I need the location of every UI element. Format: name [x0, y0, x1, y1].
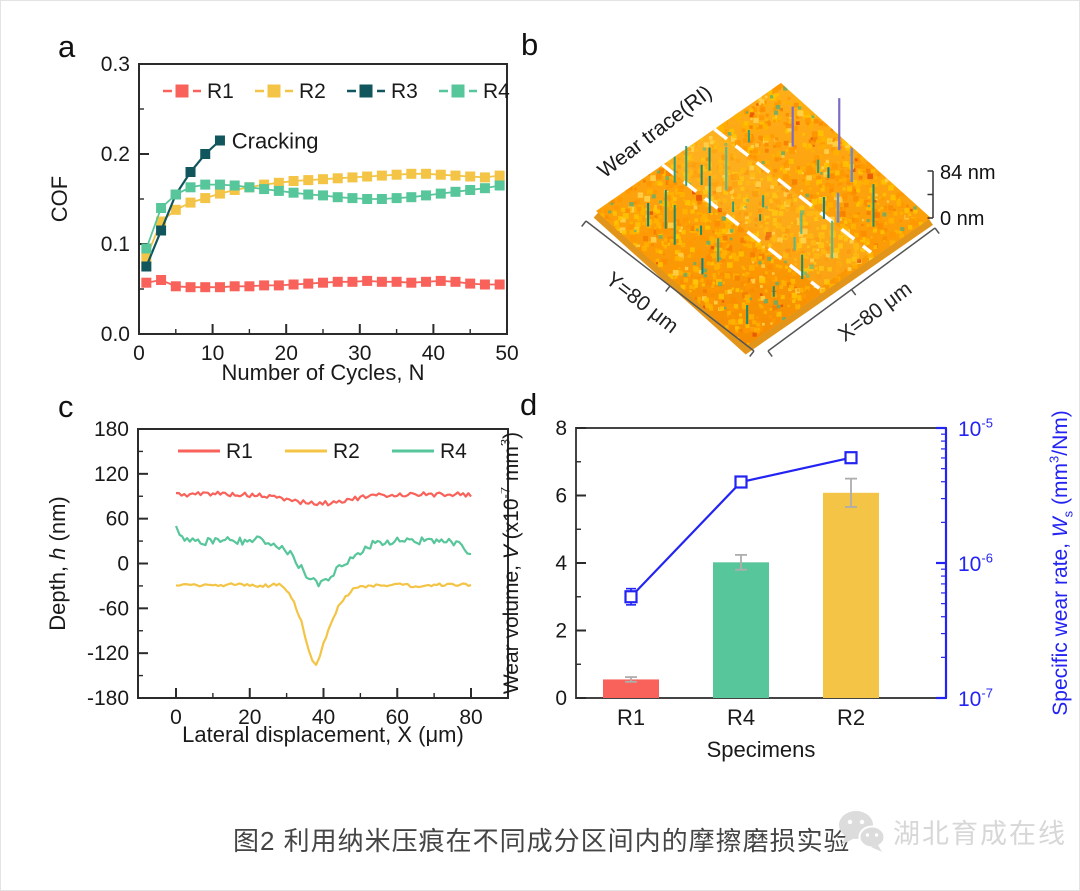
svg-text:R1: R1 — [207, 80, 234, 103]
svg-text:Depth, h (nm): Depth, h (nm) — [45, 496, 70, 631]
svg-text:R4: R4 — [440, 440, 467, 463]
svg-text:0.3: 0.3 — [101, 53, 130, 76]
svg-text:84 nm: 84 nm — [940, 162, 996, 184]
svg-text:R2: R2 — [837, 705, 865, 730]
c-series-R4 — [174, 525, 472, 588]
surface-speckles — [597, 83, 923, 346]
svg-text:R1: R1 — [617, 705, 645, 730]
panel-d-label: d — [520, 387, 538, 422]
svg-text:20: 20 — [238, 706, 261, 729]
svg-text:X=80 μm: X=80 μm — [834, 277, 916, 346]
d-right-axis-label: Specific wear rate, Ws (mm3/Nm) — [1047, 410, 1076, 715]
watermark: 湖北育成在线 — [837, 809, 1067, 853]
svg-text:60: 60 — [386, 706, 409, 729]
c-y-axis-label: Depth, h (nm) — [45, 496, 70, 631]
c-x-axis-label: Lateral displacement, X (μm) — [182, 722, 464, 747]
svg-text:Specimens: Specimens — [707, 737, 816, 762]
c-axes: 0 20 40 60 80 -180 -120 -60 0 60 120 180 — [87, 418, 509, 729]
c-series-R1 — [175, 490, 472, 507]
svg-text:Lateral displacement, X (μm): Lateral displacement, X (μm) — [182, 722, 464, 747]
d-bars — [603, 477, 879, 698]
svg-text:0.1: 0.1 — [101, 233, 130, 256]
b-scale-bar: 84 nm 0 nm — [927, 162, 996, 230]
svg-text:R3: R3 — [391, 80, 418, 103]
svg-text:0: 0 — [555, 687, 567, 710]
a-series-R3 — [141, 135, 225, 272]
svg-text:0.2: 0.2 — [101, 143, 130, 166]
d-wear-rate-line — [624, 451, 858, 606]
d-category-labels: R1 R4 R2 — [617, 705, 865, 730]
depth-profile-chart: 0 20 40 60 80 -180 -120 -60 0 60 120 180 Lateral dis… — [45, 418, 509, 747]
surface-spikes — [647, 98, 875, 325]
panel-c-label: c — [58, 389, 74, 424]
a-y-axis-label: COF — [47, 176, 72, 222]
surface-slab-edge — [593, 212, 933, 355]
d-left-axis-label: Wear volume, V (x10-7 mm3) — [501, 432, 523, 694]
svg-text:10-6: 10-6 — [958, 551, 993, 576]
a-legend: R1 R2 R3 R4 — [163, 80, 510, 103]
bar-R2 — [823, 492, 879, 698]
svg-text:10-7: 10-7 — [958, 686, 993, 711]
svg-text:R2: R2 — [333, 440, 360, 463]
svg-text:R4: R4 — [483, 80, 510, 103]
svg-text:Cracking: Cracking — [232, 129, 319, 154]
a-series-R4 — [141, 179, 505, 254]
svg-text:R4: R4 — [727, 705, 755, 730]
surface-texture — [596, 83, 931, 346]
a-series-R1 — [141, 275, 505, 293]
svg-text:10: 10 — [201, 342, 224, 365]
svg-text:60: 60 — [106, 508, 129, 531]
svg-text:Wear volume, V (x10-7 mm3): Wear volume, V (x10-7 mm3) — [501, 432, 523, 694]
panel-a-label: a — [58, 29, 76, 64]
svg-text:40: 40 — [422, 342, 445, 365]
b-axis-lines — [581, 220, 940, 358]
svg-text:R1: R1 — [226, 440, 253, 463]
a-series-R2 — [141, 168, 505, 263]
svg-text:4: 4 — [555, 552, 567, 575]
svg-text:30: 30 — [348, 342, 371, 365]
c-legend: R1 R2 R4 — [178, 440, 467, 463]
watermark-text: 湖北育成在线 — [893, 818, 1067, 849]
cof-vs-cycles-chart: 0 10 20 30 40 50 0.0 0.1 0.2 0.3 Number of Cycles,… — [47, 53, 519, 385]
bar-R1 — [603, 679, 659, 698]
c-series-R2 — [175, 582, 472, 666]
a-x-axis-label: Number of Cycles, N — [222, 360, 425, 385]
svg-text:10-5: 10-5 — [958, 416, 993, 441]
svg-text:Number of Cycles, N: Number of Cycles, N — [222, 360, 425, 385]
svg-text:8: 8 — [555, 417, 567, 440]
svg-text:0: 0 — [170, 706, 182, 729]
svg-text:0 nm: 0 nm — [940, 208, 984, 230]
bar-R4 — [713, 562, 769, 698]
svg-text:80: 80 — [459, 706, 482, 729]
a-annotation: Cracking — [232, 129, 319, 154]
d-x-axis-label: Specimens — [707, 737, 816, 762]
svg-text:120: 120 — [94, 463, 129, 486]
svg-text:20: 20 — [275, 342, 298, 365]
svg-text:COF: COF — [47, 176, 72, 222]
svg-text:2: 2 — [555, 620, 567, 643]
figure-caption: 图2 利用纳米压痕在不同成分区间内的摩擦磨损实验 — [233, 826, 851, 856]
a-axes: 0 10 20 30 40 50 0.0 0.1 0.2 0.3 — [101, 53, 519, 365]
svg-text:R2: R2 — [299, 80, 326, 103]
svg-text:40: 40 — [312, 706, 335, 729]
svg-text:180: 180 — [94, 418, 129, 441]
b-x-axis-label: X=80 μm — [834, 277, 916, 346]
svg-text:0: 0 — [133, 342, 145, 365]
wear-trace-band — [661, 127, 873, 290]
svg-text:6: 6 — [555, 485, 567, 508]
svg-text:-120: -120 — [87, 642, 129, 665]
svg-text:-180: -180 — [87, 687, 129, 710]
svg-text:0.0: 0.0 — [101, 323, 130, 346]
d-right-axis: 10-5 10-6 10-7 — [936, 416, 993, 711]
wechat-icon — [839, 811, 886, 852]
svg-text:-60: -60 — [99, 597, 129, 620]
wear-volume-wear-rate-chart: 0 2 4 6 8 10-5 10-6 10-7 R1 R4 R2 Specimens Wear vol… — [501, 410, 1076, 762]
panel-b-label: b — [521, 27, 539, 62]
svg-text:Specific wear rate, Ws (mm3/Nm: Specific wear rate, Ws (mm3/Nm) — [1047, 410, 1076, 715]
svg-text:50: 50 — [495, 342, 518, 365]
svg-text:0: 0 — [117, 553, 129, 576]
